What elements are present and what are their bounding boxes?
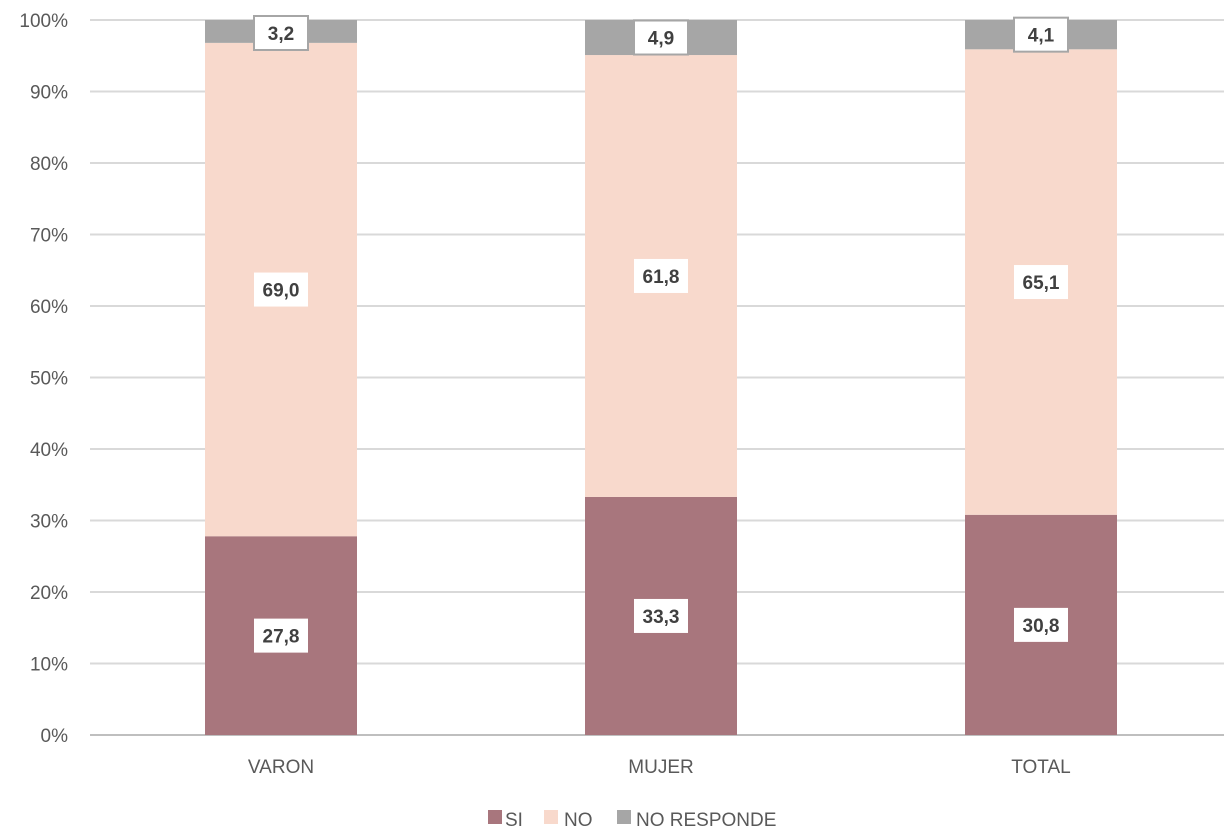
data-label: 33,3 [643,607,680,628]
data-label: 69,0 [263,281,300,302]
data-label: 30,8 [1023,616,1060,637]
data-label-box [1013,16,1069,53]
x-axis-categories: VARON MUJER TOTAL [248,757,1071,778]
data-labels: 27,8 69,0 3,2 33,3 61,8 4,9 30,8 65,1 4,1 [253,15,1069,653]
data-label: 4,9 [648,29,674,50]
y-tick-label: 70% [30,226,68,247]
x-category-label: MUJER [628,757,693,778]
data-label-box [633,19,689,56]
data-label: 65,1 [1023,273,1060,294]
y-tick-label: 80% [30,154,68,175]
y-tick-label: 100% [19,11,68,32]
y-axis-ticks: 0% 10% 20% 30% 40% 50% 60% 70% 80% 90% 100% [19,11,68,747]
data-label-box [254,618,308,653]
data-label-box [634,258,688,293]
data-label-box [254,272,308,307]
x-category-label: VARON [248,757,314,778]
legend: SI NO NO RESPONDE [488,810,776,829]
y-tick-label: 90% [30,83,68,104]
data-label-box [1014,265,1068,300]
y-tick-label: 50% [30,369,68,390]
y-tick-label: 30% [30,512,68,533]
legend-swatch [544,810,558,824]
data-label: 4,1 [1028,26,1055,47]
data-label: 27,8 [263,627,300,648]
data-label-box [634,598,688,633]
data-label: 3,2 [268,24,294,45]
data-label-box [253,15,309,51]
y-tick-label: 10% [30,655,68,676]
data-label-box [1014,607,1068,642]
y-tick-label: 60% [30,297,68,318]
x-category-label: TOTAL [1011,757,1070,778]
legend-label: NO RESPONDE [636,810,776,829]
y-tick-label: 0% [41,726,69,747]
legend-swatch [617,810,631,824]
legend-swatch [488,810,502,824]
data-label: 61,8 [643,267,680,288]
legend-label: NO [564,810,593,829]
y-tick-label: 20% [30,583,68,604]
legend-label: SI [505,810,523,829]
y-tick-label: 40% [30,440,68,461]
